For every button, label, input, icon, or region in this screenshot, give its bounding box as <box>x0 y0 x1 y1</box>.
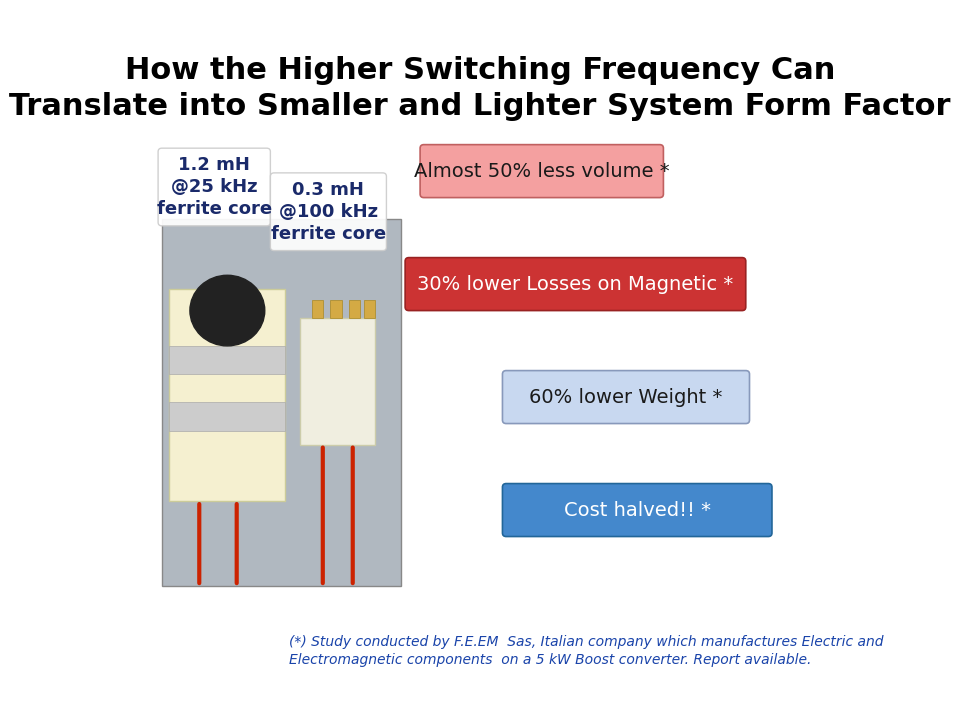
FancyBboxPatch shape <box>169 346 285 374</box>
FancyBboxPatch shape <box>405 258 746 310</box>
Text: (*) Study conducted by F.E.EM  Sas, Italian company which manufactures Electric : (*) Study conducted by F.E.EM Sas, Itali… <box>289 635 883 667</box>
FancyBboxPatch shape <box>162 219 401 586</box>
FancyBboxPatch shape <box>271 173 387 251</box>
FancyBboxPatch shape <box>349 300 360 318</box>
Text: 0.3 mH
@100 kHz
ferrite core: 0.3 mH @100 kHz ferrite core <box>271 181 386 243</box>
FancyBboxPatch shape <box>312 300 323 318</box>
FancyBboxPatch shape <box>169 402 285 431</box>
FancyBboxPatch shape <box>502 484 772 536</box>
Circle shape <box>190 275 265 346</box>
Text: 60% lower Weight *: 60% lower Weight * <box>529 387 723 407</box>
Text: Cost halved!! *: Cost halved!! * <box>564 500 710 520</box>
FancyBboxPatch shape <box>330 300 342 318</box>
FancyBboxPatch shape <box>420 145 663 197</box>
FancyBboxPatch shape <box>158 148 271 226</box>
FancyBboxPatch shape <box>364 300 375 318</box>
FancyBboxPatch shape <box>502 371 750 423</box>
FancyBboxPatch shape <box>169 289 285 501</box>
Text: Almost 50% less volume *: Almost 50% less volume * <box>414 161 669 181</box>
Text: How the Higher Switching Frequency Can
Translate into Smaller and Lighter System: How the Higher Switching Frequency Can T… <box>10 56 950 121</box>
FancyBboxPatch shape <box>300 318 375 445</box>
Text: 30% lower Losses on Magnetic *: 30% lower Losses on Magnetic * <box>418 274 733 294</box>
Text: 1.2 mH
@25 kHz
ferrite core: 1.2 mH @25 kHz ferrite core <box>156 156 272 218</box>
